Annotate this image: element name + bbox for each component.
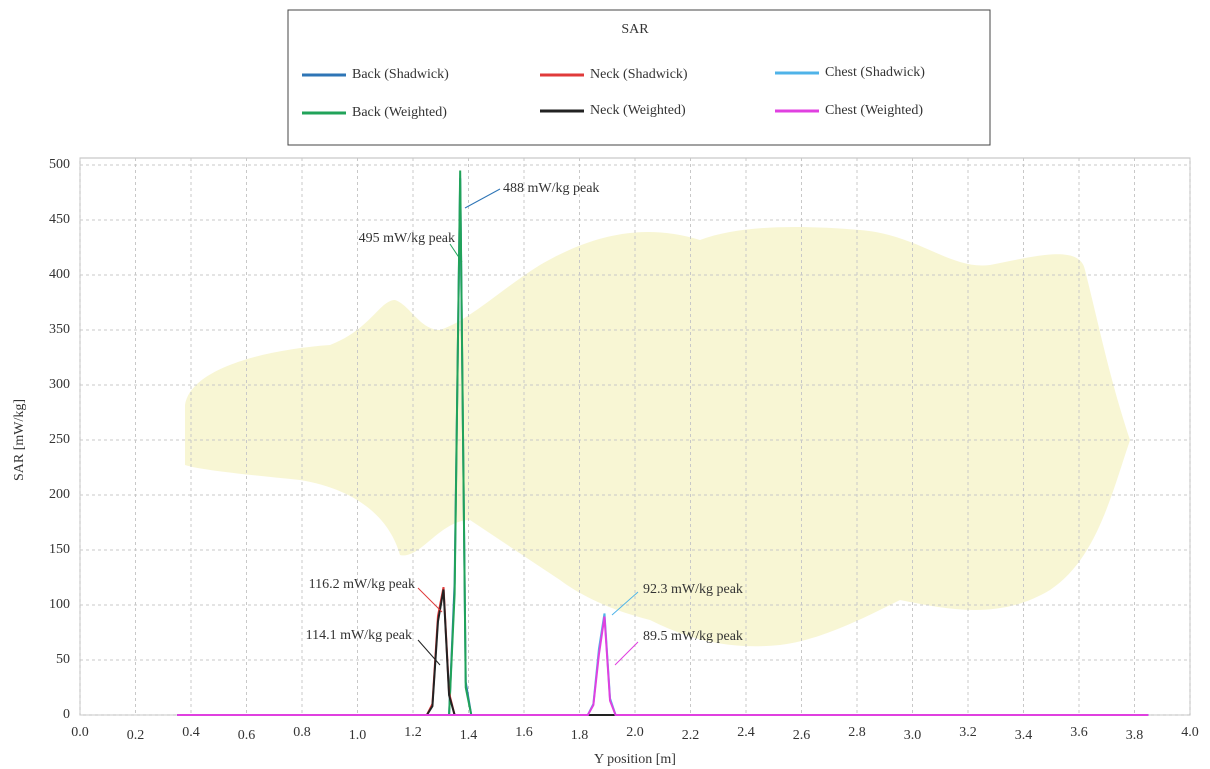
y-tick-label: 300 xyxy=(49,377,70,392)
legend-title: SAR xyxy=(621,22,649,37)
annotation-leader xyxy=(464,188,501,209)
y-tick-label: 350 xyxy=(49,322,70,337)
x-tick-label: 2.8 xyxy=(848,725,866,740)
x-tick-label: 1.2 xyxy=(404,725,422,740)
x-tick-label: 0.8 xyxy=(293,725,311,740)
y-tick-label: 100 xyxy=(49,597,70,612)
annotation-leader xyxy=(614,641,639,666)
y-tick-label: 250 xyxy=(49,432,70,447)
y-tick-label: 400 xyxy=(49,267,70,282)
x-tick-label: 1.8 xyxy=(571,728,589,743)
y-tick-label: 450 xyxy=(49,212,70,227)
annotation: 114.1 mW/kg peak xyxy=(306,628,412,643)
legend-label: Back (Weighted) xyxy=(352,105,447,120)
x-tick-label: 0.0 xyxy=(71,725,89,740)
x-tick-label: 1.6 xyxy=(515,725,533,740)
x-tick-label: 1.4 xyxy=(460,728,478,743)
x-tick-label: 1.0 xyxy=(349,728,367,743)
legend-label: Neck (Shadwick) xyxy=(590,67,688,82)
legend-label: Neck (Weighted) xyxy=(590,103,686,118)
x-tick-label: 0.2 xyxy=(127,728,145,743)
y-tick-label: 50 xyxy=(56,652,70,667)
x-tick-label: 3.0 xyxy=(904,728,922,743)
annotation: 116.2 mW/kg peak xyxy=(309,577,415,592)
annotation: 495 mW/kg peak xyxy=(359,231,455,246)
legend-label: Chest (Weighted) xyxy=(825,103,923,118)
legend-label: Back (Shadwick) xyxy=(352,67,449,82)
x-tick-label: 3.8 xyxy=(1126,728,1144,743)
body-silhouette xyxy=(185,227,1130,647)
x-tick-label: 2.0 xyxy=(626,725,644,740)
annotation: 488 mW/kg peak xyxy=(503,181,599,196)
y-axis-label: SAR [mW/kg] xyxy=(12,399,27,481)
x-tick-label: 4.0 xyxy=(1181,725,1199,740)
series-line xyxy=(177,589,1149,716)
annotation-leader xyxy=(611,591,639,616)
x-tick-label: 2.2 xyxy=(682,728,700,743)
y-tick-label: 150 xyxy=(49,542,70,557)
x-tick-label: 2.4 xyxy=(737,725,755,740)
y-tick-label: 500 xyxy=(49,157,70,172)
series-line xyxy=(177,616,1149,716)
x-tick-label: 2.6 xyxy=(793,728,811,743)
annotation-leader xyxy=(417,587,443,613)
y-tick-label: 0 xyxy=(63,707,70,722)
x-tick-label: 0.4 xyxy=(182,725,200,740)
annotation-leader xyxy=(417,639,441,666)
annotation: 89.5 mW/kg peak xyxy=(643,629,743,644)
annotation-leader xyxy=(449,243,463,263)
x-tick-label: 0.6 xyxy=(238,728,256,743)
legend-label: Chest (Shadwick) xyxy=(825,65,925,80)
x-tick-label: 3.6 xyxy=(1070,725,1088,740)
x-tick-label: 3.4 xyxy=(1015,728,1033,743)
y-tick-label: 200 xyxy=(49,487,70,502)
annotation: 92.3 mW/kg peak xyxy=(643,582,743,597)
x-axis-label: Y position [m] xyxy=(594,752,676,767)
x-tick-label: 3.2 xyxy=(959,725,977,740)
legend-box xyxy=(287,9,991,146)
